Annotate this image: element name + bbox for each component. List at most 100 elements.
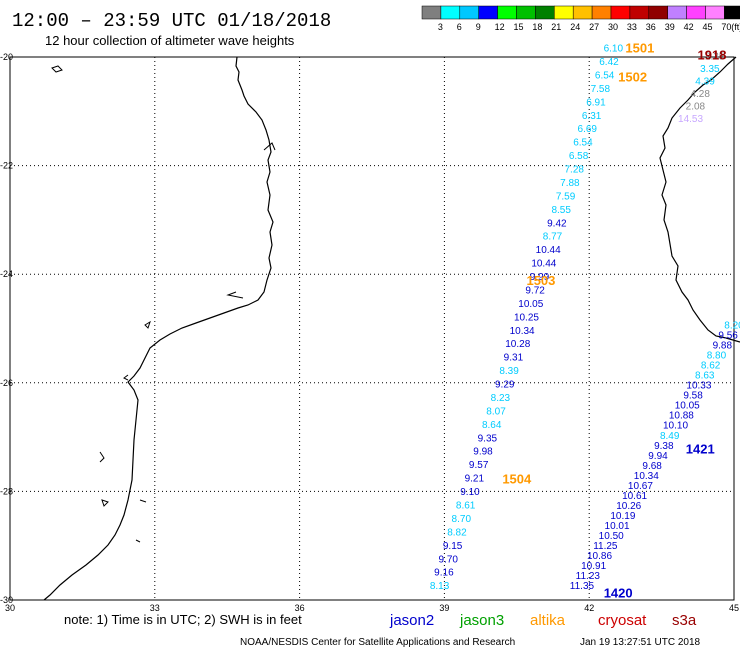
pass-number-label: 1501 xyxy=(625,41,654,56)
wave-height-value: 10.26 xyxy=(616,501,641,512)
legend-tick-label: 15 xyxy=(514,22,524,32)
map-title: 12:00 – 23:59 UTC 01/18/2018 xyxy=(12,10,331,32)
wave-height-value: 11.25 xyxy=(593,541,618,552)
wave-height-value: 8.61 xyxy=(456,501,476,512)
pass-number-label: 1502 xyxy=(618,69,647,84)
wave-height-value: 9.31 xyxy=(504,353,524,364)
altimeter-tracks: 6.10 6.42 6.54 7.58 6.91 6.31 6.69 6.54 6.58 7.28… xyxy=(430,44,740,593)
pass-number-label: 1918 xyxy=(698,48,727,63)
wave-height-value: 9.94 xyxy=(648,451,668,462)
wave-height-value: 8.07 xyxy=(486,406,506,417)
legend-swatch xyxy=(459,5,479,20)
wave-height-value: 7.59 xyxy=(556,191,576,202)
wave-height-value: 6.58 xyxy=(569,151,589,162)
legend-tick-label: 33 xyxy=(627,22,637,32)
madagascar-coastline xyxy=(659,56,740,343)
wave-height-value: 8.80 xyxy=(707,351,727,362)
satellite-name: jason3 xyxy=(459,612,504,629)
wave-height-value: 11.23 xyxy=(576,571,601,582)
wave-height-value: 9.99 xyxy=(530,272,550,283)
pass-number-label: 1421 xyxy=(686,441,715,456)
lon-tick-label: 39 xyxy=(439,603,449,613)
wave-height-value: 9.58 xyxy=(683,391,703,402)
wave-height-value: 9.88 xyxy=(713,341,733,352)
wave-height-value: 6.54 xyxy=(595,70,615,81)
wave-height-value: 8.82 xyxy=(447,527,467,538)
lat-tick-label: -30 xyxy=(0,595,13,605)
legend-tick-label: 6 xyxy=(457,22,462,32)
pass-labels: 1501 1502 1918 1503 1421 1504 1420 xyxy=(502,41,726,601)
legend-tick-label: 36 xyxy=(646,22,656,32)
graticule: 30 33 36 39 42 45 -20 -22 -24 -26 -28 -30 xyxy=(0,52,739,613)
credit-line: NOAA/NESDIS Center for Satellite Applica… xyxy=(240,637,515,648)
legend-swatch xyxy=(705,5,725,20)
africa-coastline-detail xyxy=(123,142,276,381)
satellite-name: altika xyxy=(530,612,566,629)
legend-swatch xyxy=(572,5,593,20)
legend-swatch xyxy=(440,5,461,20)
wave-height-value: 9.70 xyxy=(439,554,459,565)
lon-tick-label: 33 xyxy=(150,603,160,613)
legend-swatch xyxy=(667,5,687,20)
wave-height-value: 10.33 xyxy=(686,381,711,392)
lon-tick-label: 45 xyxy=(729,603,739,613)
wave-height-value: 8.23 xyxy=(491,393,511,404)
pass-number-label: 1420 xyxy=(604,585,633,600)
lat-tick-label: -26 xyxy=(0,378,13,388)
wave-height-value: 6.69 xyxy=(578,124,598,135)
wave-height-value: 6.42 xyxy=(599,57,619,68)
legend-swatch xyxy=(648,5,668,20)
legend-swatch xyxy=(478,5,498,20)
wave-height-value: 8.70 xyxy=(452,514,472,525)
satellite-name: jason2 xyxy=(389,612,434,629)
wave-height-value: 9.15 xyxy=(443,541,463,552)
africa-coastline xyxy=(43,56,274,601)
wave-height-value: 10.86 xyxy=(587,551,612,562)
lat-tick-label: -20 xyxy=(0,52,13,62)
wave-height-value: 4.39 xyxy=(695,77,715,88)
lat-tick-label: -22 xyxy=(0,161,13,171)
pass-number-label: 1503 xyxy=(526,273,555,288)
wave-height-value: 11.35 xyxy=(570,581,595,592)
legend-tick-label: 42 xyxy=(684,22,694,32)
footer-note: note: 1) Time is in UTC; 2) SWH is in fe… xyxy=(64,612,302,627)
legend-swatch xyxy=(554,5,574,20)
legend-tick-label: 9 xyxy=(476,22,481,32)
legend-tick-label: 3 xyxy=(438,22,443,32)
wave-height-value: 10.67 xyxy=(628,481,653,492)
wave-height-value: 8.20 xyxy=(724,321,740,332)
lon-tick-label: 30 xyxy=(5,603,15,613)
legend-swatch xyxy=(629,5,650,20)
legend-swatch xyxy=(591,5,612,20)
legend-swatch xyxy=(497,5,517,20)
legend-tick-label: 39 xyxy=(665,22,675,32)
lon-tick-label: 36 xyxy=(295,603,305,613)
legend-swatch xyxy=(686,5,706,20)
legend-swatch xyxy=(421,5,442,20)
wave-height-value: 9.21 xyxy=(465,474,485,485)
wave-height-value: 9.72 xyxy=(525,285,545,296)
wave-height-value: 9.42 xyxy=(547,218,567,229)
wave-height-value: 10.44 xyxy=(536,245,561,256)
wave-height-value: 10.19 xyxy=(610,511,635,522)
wave-height-value: 10.50 xyxy=(599,531,624,542)
wave-height-value: 7.88 xyxy=(560,178,580,189)
wave-height-value: 8.39 xyxy=(499,366,519,377)
wave-height-value: 9.68 xyxy=(642,461,662,472)
wave-height-value: 9.16 xyxy=(434,568,454,579)
wave-height-value: 10.34 xyxy=(634,471,659,482)
wave-height-value: 9.10 xyxy=(460,487,480,498)
credit-timestamp: Jan 19 13:27:51 UTC 2018 xyxy=(580,637,701,648)
map-subtitle: 12 hour collection of altimeter wave hei… xyxy=(45,33,295,48)
wave-height-value: 6.91 xyxy=(586,97,606,108)
wave-height-value: 8.63 xyxy=(695,371,715,382)
wave-height-value: 8.13 xyxy=(430,581,450,592)
map-frame xyxy=(9,56,735,601)
wave-height-value: 4.28 xyxy=(690,89,710,100)
wave-height-value: 10.34 xyxy=(510,326,535,337)
wave-height-value: 10.05 xyxy=(518,299,543,310)
legend-unit-label: (ft) xyxy=(731,22,740,32)
wave-height-value: 3.35 xyxy=(700,64,720,75)
wave-height-value: 2.35 xyxy=(705,52,725,63)
